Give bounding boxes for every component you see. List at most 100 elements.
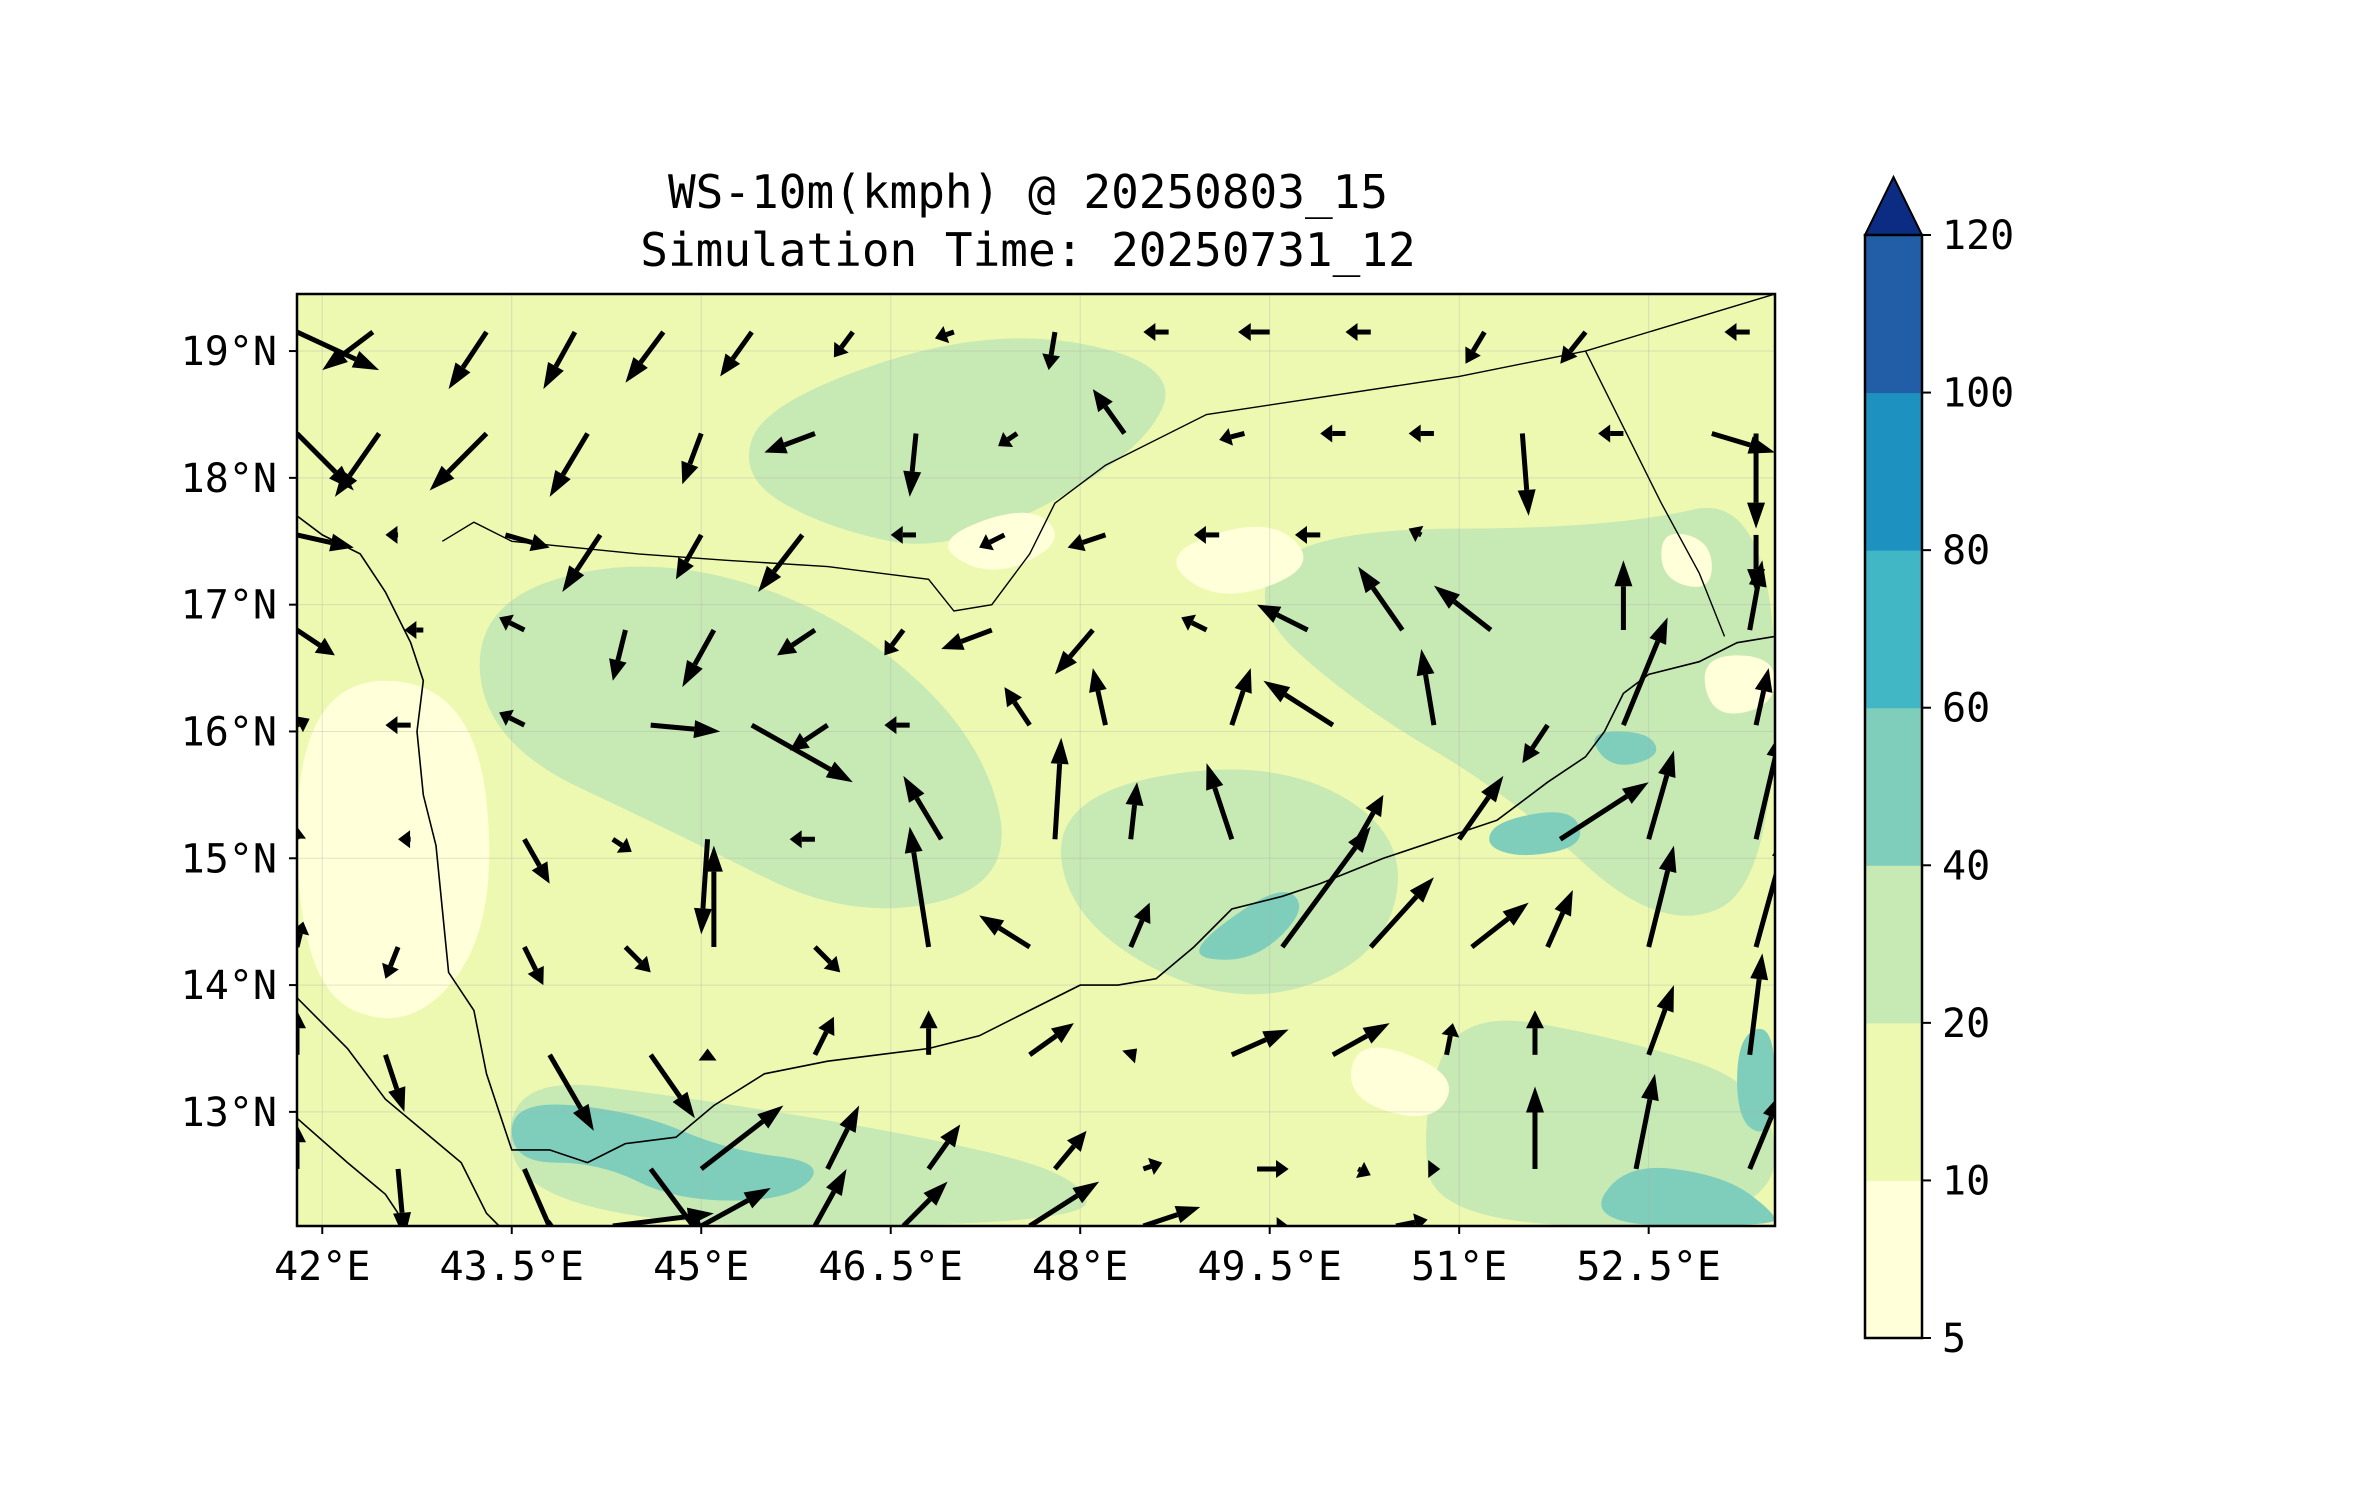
wind-arrow-shaft: [1230, 431, 1246, 440]
wind-arrow-head: [1206, 763, 1224, 791]
wind-arrow-shaft: [812, 1030, 829, 1056]
wind-arrow: [547, 1053, 594, 1131]
wind-arrow: [297, 1124, 306, 1169]
wind-arrow: [1408, 525, 1424, 543]
map-plot-area: [295, 292, 1777, 1228]
wind-arrow: [499, 709, 526, 728]
wind-arrow-shaft: [1545, 911, 1566, 949]
wind-arrow-shaft: [1357, 1166, 1362, 1173]
wind-arrow: [1128, 902, 1151, 949]
contour-region-40-60: [1737, 1028, 1775, 1132]
wind-arrow-shaft: [1052, 763, 1063, 840]
wind-arrow: [698, 1048, 717, 1061]
y-tick-label: 13°N: [181, 1090, 277, 1136]
wind-arrow: [903, 433, 922, 497]
wind-arrow-head: [919, 1010, 938, 1029]
wind-arrow-shaft: [1747, 1115, 1774, 1170]
x-tick-label: 42°E: [274, 1244, 370, 1290]
colorbar-tick-label: 120: [1942, 213, 2014, 259]
wind-arrow-shaft: [945, 329, 955, 337]
wind-arrow-head: [1433, 585, 1460, 609]
wind-arrow: [322, 330, 375, 371]
wind-arrow-head: [1276, 1217, 1289, 1226]
wind-arrow: [1331, 1023, 1390, 1057]
y-tick-label: 15°N: [181, 836, 277, 882]
wind-arrow: [1122, 1048, 1138, 1064]
wind-arrow-head: [839, 1105, 860, 1133]
wind-arrow: [675, 533, 704, 580]
wind-arrow-shaft: [901, 1197, 932, 1226]
wind-arrow: [1257, 1159, 1289, 1178]
wind-arrow-head: [704, 845, 723, 872]
wind-arrow: [1646, 750, 1676, 840]
wind-arrow: [522, 838, 550, 884]
wind-arrow: [682, 628, 717, 688]
wind-arrow: [1054, 628, 1095, 675]
wind-arrow: [297, 826, 306, 840]
wind-arrow-shaft: [1646, 774, 1670, 840]
colorbar-segment: [1865, 235, 1922, 394]
wind-arrow-head: [1554, 889, 1573, 917]
wind-arrow: [979, 915, 1032, 950]
wind-arrow-shaft: [1747, 978, 1762, 1056]
wind-arrow-head: [314, 637, 335, 656]
wind-arrow-head: [297, 716, 310, 733]
wind-arrow-head: [1465, 346, 1481, 364]
wind-arrow: [1747, 560, 1767, 631]
wind-arrow-head: [998, 432, 1014, 447]
wind-arrow-shaft: [1283, 692, 1335, 728]
wind-arrow: [404, 621, 424, 640]
wind-arrow-head: [385, 716, 398, 735]
contour-region-20-40: [1264, 507, 1775, 916]
wind-arrow-shaft: [1747, 585, 1761, 631]
wind-arrow: [650, 720, 721, 739]
wind-arrow-shaft: [839, 330, 855, 349]
contour-region-5-10: [1351, 1047, 1450, 1117]
wind-arrow-head: [1219, 428, 1234, 446]
wind-arrow-head: [979, 534, 994, 551]
wind-arrow: [1229, 668, 1252, 726]
x-axis-ticks: 42°E 43.5°E 45°E 46.5°E 48°E 49.5°E 51°E 52.5°E: [274, 1226, 1721, 1290]
wind-arrow-head: [1072, 1181, 1100, 1204]
wind-arrow-shaft: [1519, 433, 1530, 491]
wind-arrow-head: [1066, 1130, 1087, 1152]
wind-arrow: [720, 330, 754, 377]
wind-arrow: [825, 1105, 860, 1171]
wind-arrow: [704, 845, 723, 948]
wind-arrow: [901, 1181, 948, 1226]
colorbar-segment: [1865, 865, 1922, 1024]
wind-arrow-head: [609, 658, 627, 681]
wind-arrow-head: [1754, 668, 1773, 693]
wind-arrow-head: [1641, 1073, 1659, 1102]
wind-arrow-shaft: [1418, 531, 1423, 538]
wind-arrow-head: [823, 955, 841, 973]
wind-arrow-head: [890, 525, 903, 544]
colorbar-segment: [1865, 1180, 1922, 1339]
wind-arrow-shaft: [522, 838, 542, 868]
wind-arrow-head: [1263, 680, 1291, 703]
wind-arrow-head: [1348, 826, 1371, 853]
y-axis-ticks: 19°N 18°N 17°N 16°N 15°N 14°N 13°N: [181, 329, 297, 1136]
wind-arrow: [1276, 1217, 1289, 1226]
wind-arrow: [544, 1219, 555, 1226]
wind-arrow-head: [1125, 782, 1144, 807]
wind-arrow: [812, 1168, 847, 1226]
wind-arrow-head: [382, 962, 399, 979]
wind-arrow-shaft: [612, 1214, 689, 1226]
x-tick-label: 43.5°E: [440, 1244, 585, 1290]
wind-arrow-head: [1747, 502, 1766, 529]
wind-arrow-shaft: [1048, 331, 1058, 356]
wind-arrow-head: [1238, 323, 1251, 342]
wind-arrow-shaft: [297, 431, 338, 474]
wind-arrow-head: [1122, 1048, 1138, 1064]
wind-arrow: [1747, 953, 1769, 1056]
wind-arrow-head: [297, 826, 306, 839]
wind-arrow-head: [322, 347, 348, 371]
wind-arrow-shaft: [1568, 330, 1588, 353]
wind-arrow: [1181, 614, 1208, 633]
wind-arrow: [623, 945, 651, 973]
wind-arrow: [1646, 845, 1677, 948]
wind-arrow-shaft: [1212, 787, 1235, 841]
wind-arrow: [1470, 902, 1529, 950]
wind-arrow: [1457, 775, 1504, 841]
